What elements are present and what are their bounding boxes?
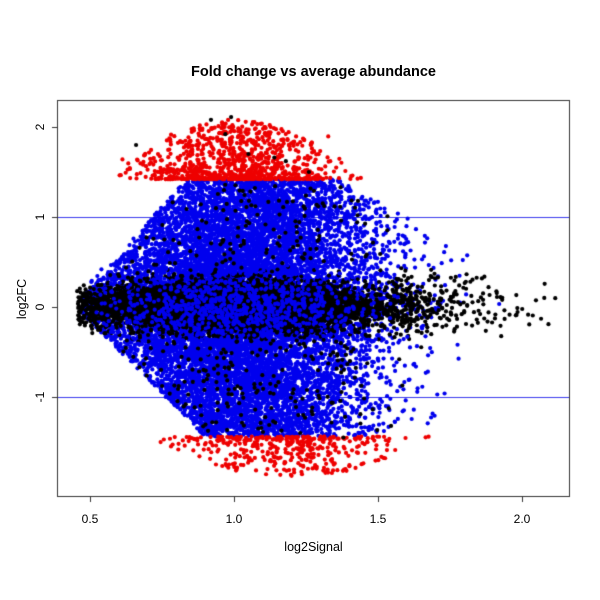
x-tick-label-1.5: 1.5 [369,512,387,526]
y-tick-label-0: 0 [33,303,47,311]
chart-title: Fold change vs average abundance [191,64,436,80]
x-tick-label-0.5: 0.5 [81,512,99,526]
x-tick-label-2.0: 2.0 [513,512,531,526]
x-tick-label-1.0: 1.0 [225,512,243,526]
x-axis-label: log2Signal [284,540,343,554]
y-tick-label--1: -1 [33,391,47,403]
y-axis-label: log2FC [15,278,29,319]
y-tick-label-1: 1 [33,213,47,221]
y-tick-label-2: 2 [33,123,47,131]
